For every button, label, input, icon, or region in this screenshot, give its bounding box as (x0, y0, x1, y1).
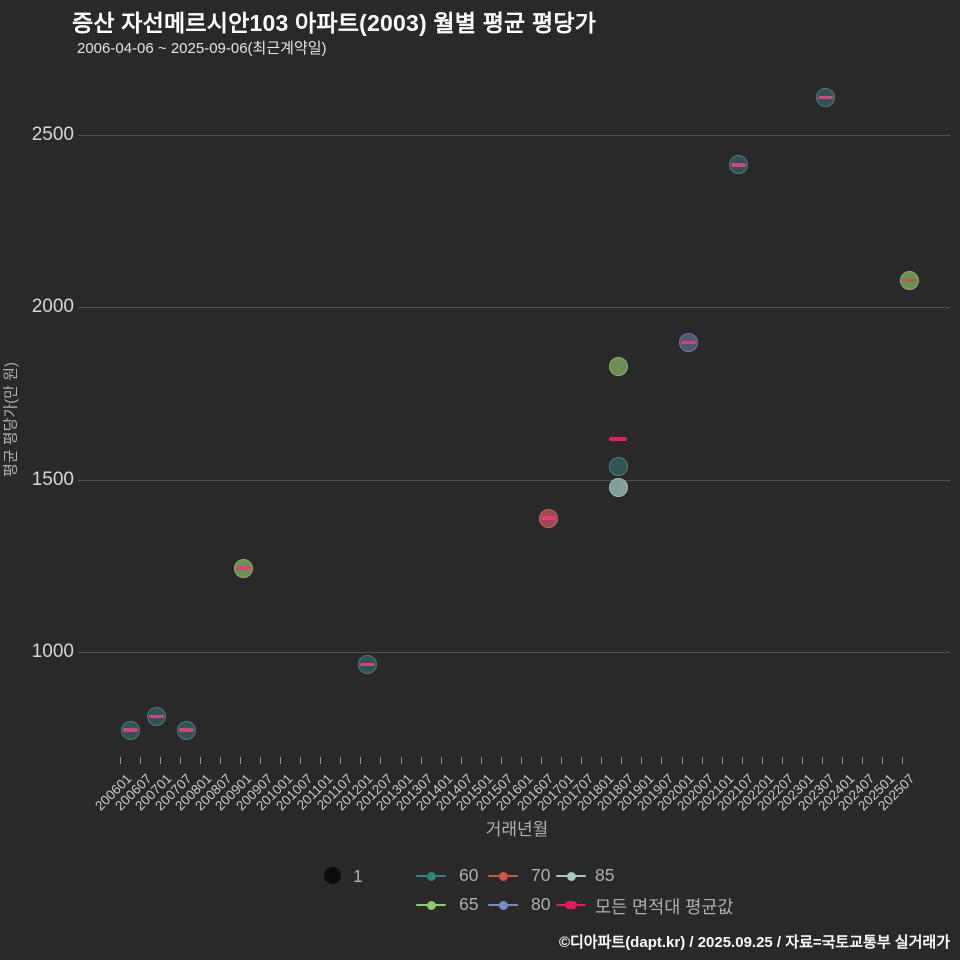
avg-value-dash (731, 163, 747, 167)
x-tick (701, 757, 703, 764)
x-tick (882, 757, 884, 764)
x-tick (601, 757, 603, 764)
y-tick-label: 1000 (31, 641, 74, 662)
x-tick (300, 757, 302, 764)
y-tick-label: 1500 (31, 468, 74, 490)
legend-item-65[interactable] (416, 896, 446, 914)
x-tick (320, 757, 322, 764)
x-tick (480, 757, 482, 764)
x-tick (159, 757, 161, 764)
legend-item-label: 65 (459, 894, 479, 914)
x-tick (541, 757, 542, 764)
legend: 1 60 70 85 65 80 모든 면적대 평균값 (0, 850, 960, 930)
x-tick (721, 757, 723, 764)
x-tick (842, 757, 844, 764)
x-tick (440, 757, 442, 764)
legend-item-label: 70 (531, 865, 551, 885)
legend-dot (566, 871, 576, 881)
x-tick (520, 757, 522, 764)
x-tick (239, 757, 241, 764)
x-tick (641, 757, 643, 764)
data-point[interactable] (608, 456, 628, 476)
legend-avg-dot (565, 901, 577, 909)
gridline (78, 479, 950, 481)
legend-item-80[interactable] (488, 896, 518, 914)
legend-item-avg[interactable] (556, 896, 586, 914)
legend-item-label: 85 (595, 865, 615, 885)
x-axis-title: 거래년월 (485, 820, 549, 839)
x-tick (219, 757, 221, 764)
avg-value-dash (236, 566, 252, 570)
legend-dot (498, 871, 508, 881)
page-subtitle: 2006-04-06 ~ 2025-09-06(최근계약일) (77, 40, 327, 57)
legend-item-60[interactable] (416, 867, 446, 885)
x-tick (902, 757, 904, 764)
x-tick (561, 757, 563, 764)
x-tick (500, 757, 502, 764)
x-tick (741, 757, 743, 764)
x-tick (400, 757, 402, 764)
avg-value-dash (149, 714, 165, 718)
attribution: ©디아파트(dapt.kr) / 2025.09.25 / 자료=국토교통부 실… (558, 934, 950, 951)
y-axis-title: 평균 평당가(만 원) (2, 362, 20, 477)
x-tick (199, 757, 201, 764)
x-tick (179, 757, 181, 764)
legend-size-label: 1 (353, 866, 363, 886)
gridline (78, 652, 950, 653)
x-tick (260, 757, 261, 764)
y-tick-label: 2500 (31, 123, 74, 145)
legend-size-marker (324, 867, 341, 884)
x-tick (280, 757, 282, 764)
x-tick (681, 757, 683, 764)
x-tick (822, 757, 823, 764)
x-tick (661, 757, 663, 764)
x-tick (460, 757, 462, 764)
avg-value-dash (818, 95, 834, 100)
x-tick (761, 757, 763, 764)
legend-dot (498, 900, 508, 910)
avg-value-dash (901, 278, 917, 282)
avg-value-dash (540, 516, 556, 520)
x-tick (581, 757, 583, 764)
legend-item-85[interactable] (556, 867, 586, 885)
data-point[interactable] (608, 477, 628, 497)
y-tick-label: 2000 (31, 296, 74, 318)
legend-item-label: 80 (531, 894, 551, 914)
page-title: 증산 자선메르시안103 아파트(2003) 월별 평균 평당가 (72, 10, 597, 36)
avg-value-dash (360, 662, 376, 667)
x-tick (360, 757, 362, 764)
x-tick (420, 757, 422, 764)
legend-dot (426, 871, 436, 881)
avg-value-dash (681, 340, 697, 345)
x-tick (621, 757, 623, 764)
legend-item-70[interactable] (488, 867, 518, 885)
x-tick (119, 757, 121, 764)
x-tick (340, 757, 342, 764)
x-tick (801, 757, 803, 764)
x-tick (380, 757, 382, 764)
gridline (78, 134, 950, 136)
legend-dot (426, 900, 436, 910)
legend-item-label: 60 (459, 865, 479, 885)
avg-value-dash (179, 728, 195, 732)
legend-item-label: 모든 면적대 평균값 (595, 897, 734, 917)
avg-value-dash (122, 728, 138, 732)
x-tick (781, 757, 783, 764)
gridline (78, 307, 950, 309)
x-tick (862, 757, 864, 764)
x-tick (139, 757, 141, 764)
avg-value-dash[interactable] (609, 436, 628, 441)
data-point[interactable] (608, 356, 628, 376)
